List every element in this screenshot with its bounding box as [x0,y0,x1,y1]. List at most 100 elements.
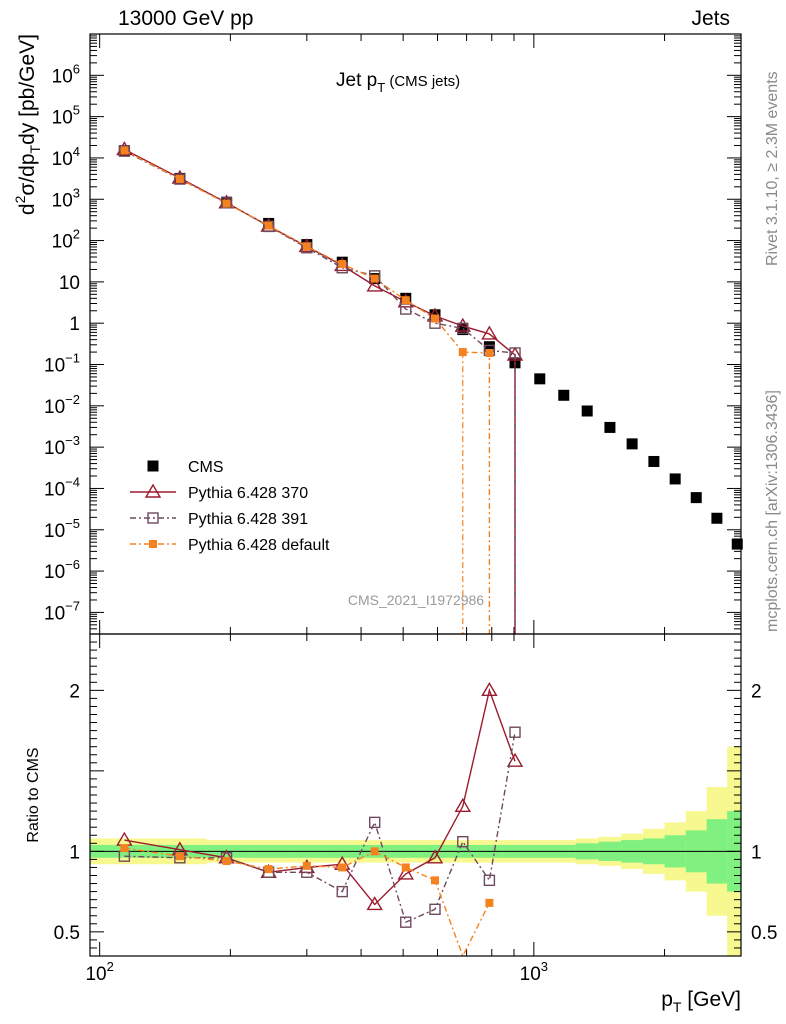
y-tick-label: 10−7 [44,598,80,624]
data-point [120,146,129,155]
ratio-point [401,863,410,872]
data-point [302,242,311,251]
watermark-label: CMS_2021_I1972986 [348,592,484,608]
legend-marker [144,483,162,498]
y-tick-label: 10−6 [44,557,80,583]
ratio-point [506,752,524,767]
data-point [222,199,231,208]
data-point [175,174,184,183]
y-tick-label: 104 [52,144,80,170]
y-tick-label: 106 [52,61,80,87]
ratio-point [457,835,469,848]
ratio-point [509,726,521,738]
y-tick-label: 102 [52,227,80,253]
data-point [220,197,233,209]
ratio-panel-frame [89,633,742,957]
ratio-point [397,865,414,880]
series-line-3 [124,149,491,634]
axis-texts: 10−7 10−6 10−5 10−4 10−3 10−2 10−1 1 10 102 103 104… [12,34,777,1015]
legend-marker [149,540,157,548]
data-point [534,373,546,385]
data-point [401,296,410,305]
side-mcplots-label: mcplots.cern.ch [arXiv:1306.3436] [764,390,781,632]
ratio-y-tick-label-right: 0.5 [751,923,777,944]
y-tick-label: 10 [59,273,80,294]
data-point [669,473,681,485]
ratio-point [454,797,472,812]
data-point [483,341,495,353]
legend: CMS Pythia 6.428 370 Pythia 6.428 391 Pythi… [130,459,330,554]
ratio-y-axis-title: Ratio to CMS [25,747,42,842]
ratio-y-tick-label: 0.5 [54,923,80,944]
data-point [690,492,702,504]
ratio-point [264,865,273,874]
data-point [338,260,347,269]
data-point [481,325,498,340]
data-point [454,317,472,332]
header-right-label: Jets [691,7,730,30]
x-axis-title: pT [GeV] [661,988,741,1015]
ratio-line-2 [124,732,516,924]
ratio-point [175,852,184,861]
y-tick-label: 103 [52,185,80,211]
ratio-y-tick-label: 1 [69,842,80,863]
data-point [262,220,275,233]
ratio-point [370,847,379,856]
data-point [118,145,131,157]
ratio-point [429,903,441,916]
data-point [485,348,494,357]
top-axis-ticks [90,33,742,635]
ratio-y-tick-label-right: 1 [751,842,762,863]
ratio-point [336,885,348,898]
ratio-line-1 [124,687,516,906]
ratio-point [366,896,383,911]
data-point [264,221,273,230]
ratio-point [120,844,129,853]
ratio-y-tick-label: 2 [69,681,80,702]
data-point [509,347,521,359]
legend-label: CMS [188,459,224,476]
top-panel-series [116,141,743,634]
data-point [731,538,743,550]
data-point [648,455,660,467]
data-point [366,277,383,292]
y-tick-label: 1 [69,314,80,335]
data-point [457,322,469,335]
plot-title: Jet pT (CMS jets) [336,70,460,95]
data-point [581,405,593,417]
ratio-point [430,876,439,885]
x-tick-label: 103 [520,959,548,985]
legend-label: Pythia 6.428 default [188,537,330,554]
ratio-point [222,857,231,866]
ratio-point [483,874,496,887]
ratio-panel-series [116,681,524,958]
y-tick-label: 10−2 [44,392,80,418]
ratio-point [485,898,494,907]
ratio-point [369,816,381,829]
ratio-point [302,861,311,870]
ratio-point [400,916,412,928]
data-point [626,438,638,450]
ratio-point [338,863,347,872]
data-point [506,346,524,361]
legend-marker [147,460,159,472]
legend-label: Pythia 6.428 391 [188,511,308,528]
ratio-point [481,681,498,697]
y-tick-label: 10−4 [44,474,80,500]
side-rivet-label: Rivet 3.1.10, ≥ 2.3M events [764,71,781,266]
data-point [174,173,186,185]
data-point [558,389,570,401]
y-tick-label: 10−1 [44,351,80,377]
y-axis-title: d2σ/dpTdy [pb/GeV] [12,34,43,215]
y-tick-label: 10−3 [44,433,80,459]
data-point [711,512,723,524]
data-point [457,324,469,336]
data-point [370,274,379,283]
legend-label: Pythia 6.428 370 [188,485,308,502]
data-point [604,421,616,433]
legend-marker [147,512,159,524]
ratio-point [426,849,444,864]
panel-frames [89,33,742,957]
ratio-y-tick-label-right: 2 [751,681,762,702]
